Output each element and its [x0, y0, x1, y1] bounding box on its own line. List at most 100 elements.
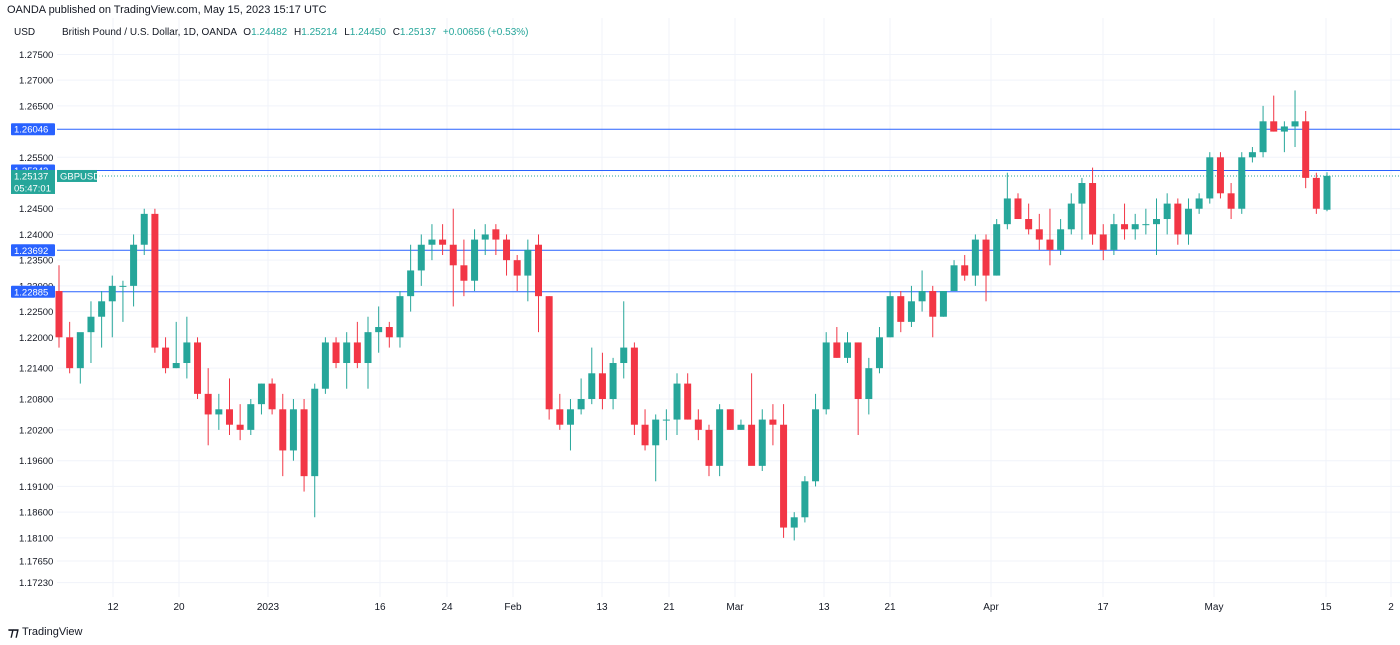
candle[interactable] [151, 208, 159, 353]
candle[interactable] [247, 399, 255, 436]
candle[interactable] [865, 357, 873, 415]
candle[interactable] [929, 285, 937, 338]
candle[interactable] [1014, 193, 1022, 220]
candle[interactable] [162, 337, 170, 374]
candle[interactable] [524, 239, 532, 302]
candle[interactable] [66, 321, 74, 374]
candle[interactable] [1131, 213, 1139, 240]
candle[interactable] [172, 321, 180, 369]
candle[interactable] [321, 337, 329, 394]
candle[interactable] [662, 409, 670, 441]
candle[interactable] [705, 424, 713, 477]
candle[interactable] [875, 327, 883, 374]
candle[interactable] [1238, 152, 1246, 214]
candle[interactable] [801, 476, 809, 523]
candle[interactable] [449, 208, 457, 307]
candle[interactable] [1227, 183, 1235, 220]
candle[interactable] [673, 373, 681, 436]
candle[interactable] [907, 285, 915, 328]
candle[interactable] [694, 409, 702, 441]
candle[interactable] [481, 224, 489, 256]
candle[interactable] [844, 332, 852, 364]
candle[interactable] [897, 291, 905, 333]
candle[interactable] [353, 321, 361, 369]
candle[interactable] [620, 301, 628, 379]
candle[interactable] [1099, 224, 1107, 261]
candle[interactable] [780, 404, 788, 538]
candle[interactable] [1046, 208, 1054, 266]
candle[interactable] [609, 357, 617, 410]
candle[interactable] [119, 280, 127, 322]
candle[interactable] [769, 404, 777, 446]
candle[interactable] [1248, 147, 1256, 163]
candle[interactable] [961, 255, 969, 281]
candle[interactable] [407, 244, 415, 312]
candle[interactable] [364, 316, 372, 389]
candle[interactable] [1174, 198, 1182, 245]
candle[interactable] [598, 352, 606, 410]
candle[interactable] [993, 219, 1001, 276]
candle[interactable] [545, 296, 553, 420]
candle[interactable] [1312, 172, 1320, 214]
candle[interactable] [971, 234, 979, 286]
candle[interactable] [396, 291, 404, 348]
candle[interactable] [257, 383, 265, 415]
candle[interactable] [1291, 90, 1299, 148]
candle[interactable] [982, 234, 990, 302]
candle[interactable] [1195, 193, 1203, 214]
candle[interactable] [822, 332, 830, 415]
candle[interactable] [417, 234, 425, 286]
candle[interactable] [566, 399, 574, 451]
candle[interactable] [641, 409, 649, 451]
candle[interactable] [1216, 152, 1224, 199]
candle[interactable] [236, 404, 244, 441]
candle[interactable] [748, 373, 756, 466]
candle[interactable] [1259, 105, 1267, 158]
candle[interactable] [577, 378, 585, 415]
candle[interactable] [790, 512, 798, 541]
candle[interactable] [471, 229, 479, 292]
candle[interactable] [588, 347, 596, 405]
candle[interactable] [1302, 111, 1310, 189]
candle[interactable] [460, 239, 468, 297]
candle[interactable] [833, 327, 841, 358]
candle[interactable] [439, 224, 447, 256]
candle[interactable] [1057, 219, 1065, 256]
candle[interactable] [385, 321, 393, 348]
candle[interactable] [204, 368, 212, 446]
candle[interactable] [737, 419, 745, 430]
candle[interactable] [343, 332, 351, 389]
candle[interactable] [1184, 198, 1192, 245]
candle[interactable] [1035, 213, 1043, 250]
candle[interactable] [513, 255, 521, 292]
candle[interactable] [428, 224, 436, 261]
candle[interactable] [108, 275, 116, 338]
candle[interactable] [1078, 177, 1086, 240]
candle[interactable] [684, 373, 692, 420]
candle[interactable] [289, 399, 297, 461]
candle[interactable] [215, 393, 223, 430]
candle[interactable] [492, 224, 500, 256]
candle[interactable] [652, 414, 660, 482]
candle[interactable] [1153, 198, 1161, 256]
candle[interactable] [812, 393, 820, 487]
candle[interactable] [76, 332, 84, 384]
candle[interactable] [556, 393, 564, 430]
candle[interactable] [1089, 167, 1097, 245]
candle[interactable] [183, 316, 191, 379]
candle[interactable] [886, 291, 894, 338]
candle[interactable] [1110, 213, 1118, 256]
candle[interactable] [279, 393, 287, 477]
candle[interactable] [98, 291, 106, 348]
candle[interactable] [1121, 203, 1129, 240]
candle[interactable] [1323, 172, 1331, 212]
candle[interactable] [1206, 152, 1214, 204]
candle[interactable] [1003, 172, 1011, 230]
candle[interactable] [87, 301, 95, 364]
candle[interactable] [630, 342, 638, 436]
candle[interactable] [716, 404, 724, 477]
candle[interactable] [503, 234, 511, 276]
candle[interactable] [311, 383, 319, 518]
candle[interactable] [375, 306, 383, 353]
